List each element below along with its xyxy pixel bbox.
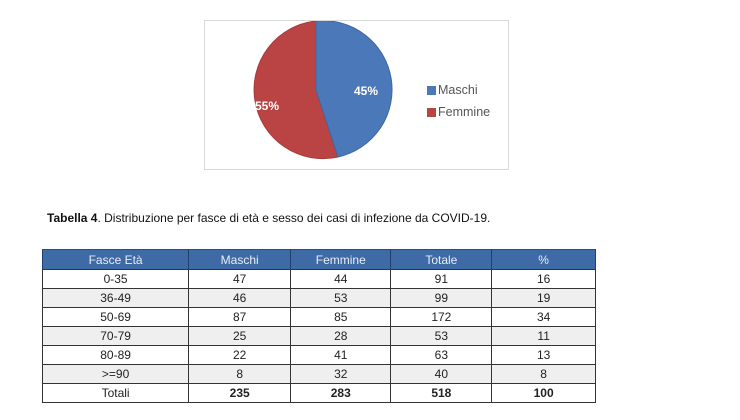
cell-age: 0-35 xyxy=(41,269,190,289)
pie-chart: 45% 55% Maschi Femmine xyxy=(204,20,509,170)
cell-maschi: 22 xyxy=(188,345,292,365)
table-row: 0-35 47 44 91 16 xyxy=(41,269,596,289)
pie-label-maschi: 45% xyxy=(354,84,378,98)
cell-femmine: 41 xyxy=(290,345,392,365)
legend-item-femmine: Femmine xyxy=(427,101,490,123)
table-row: 80-89 22 41 63 13 xyxy=(41,345,596,365)
table-row: 50-69 87 85 172 34 xyxy=(41,307,596,327)
cell-percent: 16 xyxy=(491,269,596,289)
legend-swatch-femmine xyxy=(427,107,436,117)
table-row: >=90 8 32 40 8 xyxy=(41,364,596,384)
pie-slice-maschi xyxy=(315,21,393,158)
header-femmine: Femmine xyxy=(290,249,392,270)
legend-swatch-maschi xyxy=(427,85,436,95)
cell-maschi: 46 xyxy=(188,288,292,308)
cell-percent: 13 xyxy=(491,345,596,365)
cell-total-label: Totali xyxy=(41,383,190,403)
cell-percent: 19 xyxy=(491,288,596,308)
pie-slice-femmine xyxy=(253,21,339,160)
legend-label: Femmine xyxy=(438,105,491,119)
header-fasce-eta: Fasce Età xyxy=(41,249,190,270)
table-row: 70-79 25 28 53 11 xyxy=(41,326,596,346)
legend-item-maschi: Maschi xyxy=(427,79,490,101)
cell-maschi: 87 xyxy=(188,307,292,327)
cell-age: 50-69 xyxy=(41,307,190,327)
cell-percent: 34 xyxy=(491,307,596,327)
cell-total-totale: 518 xyxy=(390,383,493,403)
cell-femmine: 28 xyxy=(290,326,392,346)
cell-age: >=90 xyxy=(41,364,190,384)
cell-totale: 172 xyxy=(390,307,493,327)
table-total-row: Totali 235 283 518 100 xyxy=(41,383,596,403)
cell-totale: 63 xyxy=(390,345,493,365)
cell-percent: 8 xyxy=(491,364,596,384)
cell-total-percent: 100 xyxy=(491,383,596,403)
cell-maschi: 25 xyxy=(188,326,292,346)
cell-maschi: 47 xyxy=(188,269,292,289)
header-maschi: Maschi xyxy=(188,249,292,270)
cell-femmine: 44 xyxy=(290,269,392,289)
caption-text: . Distribuzione per fasce di età e sesso… xyxy=(97,211,491,225)
table-row: 36-49 46 53 99 19 xyxy=(41,288,596,308)
table-caption: Tabella 4. Distribuzione per fasce di et… xyxy=(47,211,490,225)
cell-age: 36-49 xyxy=(41,288,190,308)
chart-legend: Maschi Femmine xyxy=(427,79,490,123)
pie-chart-graphic: 45% 55% xyxy=(253,21,393,160)
table-header-row: Fasce Età Maschi Femmine Totale % xyxy=(41,249,596,270)
cell-totale: 91 xyxy=(390,269,493,289)
header-percent: % xyxy=(491,249,596,270)
cell-maschi: 8 xyxy=(188,364,292,384)
age-sex-table: Fasce Età Maschi Femmine Totale % 0-35 4… xyxy=(41,249,596,403)
pie-label-femmine: 55% xyxy=(255,99,279,113)
cell-age: 70-79 xyxy=(41,326,190,346)
cell-age: 80-89 xyxy=(41,345,190,365)
header-totale: Totale xyxy=(390,249,493,270)
cell-femmine: 85 xyxy=(290,307,392,327)
cell-totale: 99 xyxy=(390,288,493,308)
cell-femmine: 53 xyxy=(290,288,392,308)
cell-totale: 40 xyxy=(390,364,493,384)
caption-title: Tabella 4 xyxy=(47,211,98,225)
legend-label: Maschi xyxy=(438,83,478,97)
cell-total-femmine: 283 xyxy=(290,383,392,403)
cell-femmine: 32 xyxy=(290,364,392,384)
cell-totale: 53 xyxy=(390,326,493,346)
cell-total-maschi: 235 xyxy=(188,383,292,403)
cell-percent: 11 xyxy=(491,326,596,346)
